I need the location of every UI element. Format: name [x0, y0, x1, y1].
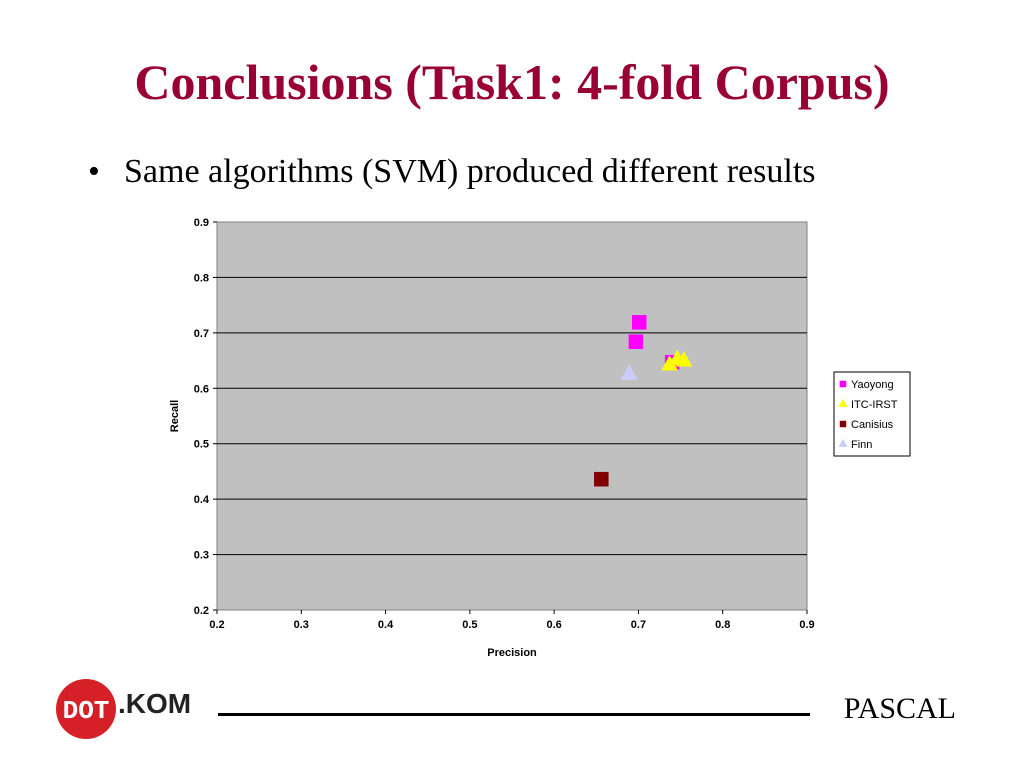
bullet-item: • Same algorithms (SVM) produced differen…	[88, 150, 816, 194]
legend-label-itc-irst: ITC-IRST	[851, 399, 898, 411]
legend-marker-itc-irst	[838, 398, 848, 407]
x-tick-label: 0.4	[378, 619, 394, 631]
footer-brand: PASCAL	[843, 692, 956, 725]
logo-text: .KOM	[118, 688, 192, 719]
y-tick-label: 0.5	[194, 439, 209, 451]
bullet-marker: •	[88, 153, 100, 190]
x-tick-label: 0.3	[294, 619, 309, 631]
bullet-text: Same algorithms (SVM) produced different…	[124, 153, 816, 190]
y-tick-label: 0.9	[194, 217, 209, 229]
x-axis-label: Precision	[487, 647, 537, 659]
x-tick-label: 0.2	[209, 619, 224, 631]
x-tick-label: 0.7	[631, 619, 646, 631]
kom-logo: DOT .KOM	[52, 672, 222, 742]
legend-box	[833, 371, 911, 457]
data-point-itc-irst	[675, 351, 693, 367]
y-tick-label: 0.4	[194, 494, 210, 506]
legend-label-canisius: Canisius	[851, 419, 894, 431]
logo-globe-icon: DOT	[56, 679, 116, 739]
data-point-finn	[620, 364, 638, 380]
plot-area	[216, 221, 808, 611]
y-tick-label: 0.7	[194, 328, 209, 340]
slide-title: Conclusions (Task1: 4-fold Corpus)	[134, 54, 890, 110]
legend-marker-canisius	[839, 420, 847, 428]
y-tick-label: 0.2	[194, 605, 209, 617]
legend-label-finn: Finn	[851, 439, 872, 451]
y-tick-label: 0.6	[194, 383, 209, 395]
y-tick-label: 0.3	[194, 550, 209, 562]
x-tick-label: 0.5	[462, 619, 477, 631]
legend-marker-finn	[838, 438, 848, 447]
legend-label-yaoyong: Yaoyong	[851, 379, 894, 391]
x-tick-label: 0.8	[715, 619, 730, 631]
footer-divider	[218, 713, 810, 716]
data-point-yaoyong	[628, 334, 644, 349]
legend-marker-yaoyong	[839, 380, 847, 388]
svg-text:DOT: DOT	[63, 696, 110, 726]
y-axis-label: Recall	[169, 400, 181, 432]
x-tick-label: 0.6	[546, 619, 561, 631]
data-point-canisius	[594, 471, 609, 487]
data-point-yaoyong	[632, 315, 647, 330]
x-tick-label: 0.9	[799, 619, 814, 631]
y-tick-label: 0.8	[194, 272, 209, 284]
